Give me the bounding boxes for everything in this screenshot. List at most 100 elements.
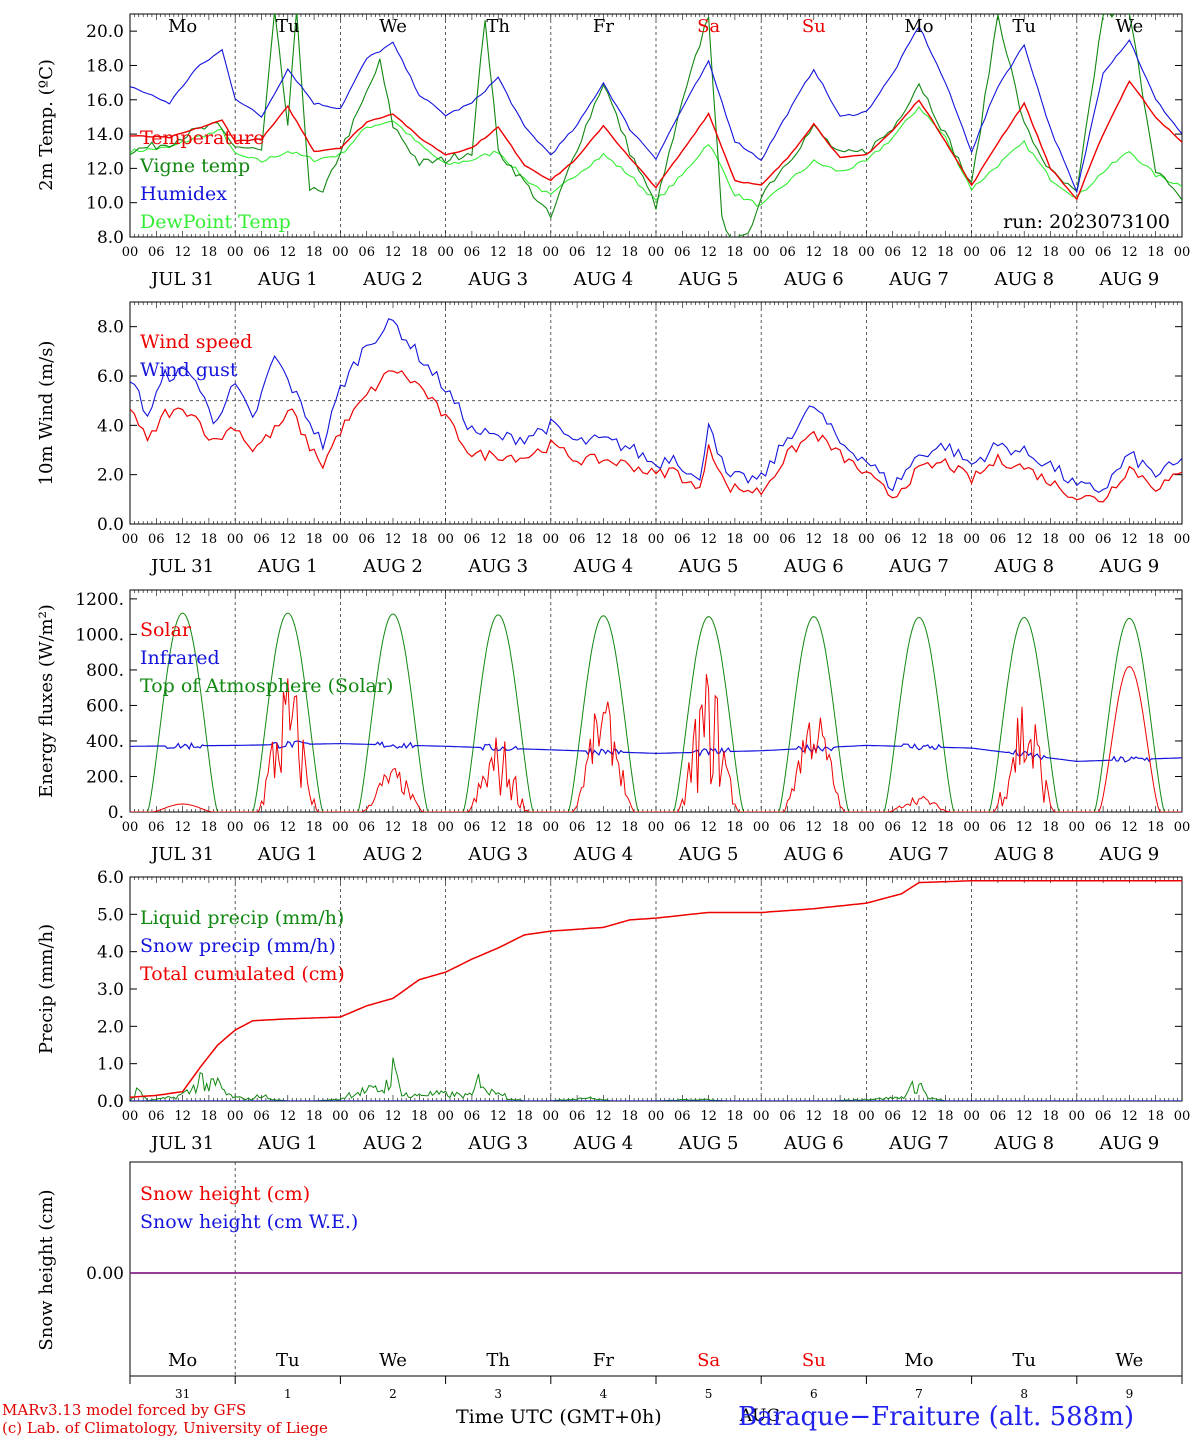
date-label: AUG 2 [362,556,423,577]
y-tick-label: 14.0 [86,125,124,145]
hour-tick-label: 12 [280,820,297,835]
hour-tick-label: 06 [464,245,481,260]
hour-tick-label: 18 [1147,245,1164,260]
hour-tick-label: 18 [201,1109,218,1124]
weekday-label: Mo [904,1350,933,1371]
hour-tick-label: 12 [595,820,612,835]
hour-tick-label: 00 [753,820,770,835]
hour-tick-label: 06 [1095,245,1112,260]
plot-area [130,612,1182,812]
hour-tick-label: 00 [437,1109,454,1124]
hour-tick-label: 18 [1042,820,1059,835]
hour-tick-label: 00 [122,820,139,835]
hour-tick-label: 00 [1069,245,1086,260]
hour-tick-label: 00 [858,820,875,835]
hour-tick-label: 06 [464,1109,481,1124]
series-temperature-line [130,80,1182,201]
y-tick-label: 800. [86,661,124,681]
hour-tick-label: 06 [779,532,796,547]
hour-tick-label: 06 [884,532,901,547]
weekday-label: Su [802,16,826,37]
legend-total-cumulated: Total cumulated (cm) [140,963,345,985]
hour-tick-label: 18 [1147,820,1164,835]
hour-tick-label: 18 [937,245,954,260]
date-label: JUL 31 [149,1133,214,1154]
weekday-label: Mo [168,16,197,37]
hour-tick-label: 06 [990,245,1007,260]
date-label: AUG 1 [257,269,318,290]
hour-tick-label: 00 [1069,532,1086,547]
hour-tick-label: 00 [648,245,665,260]
hour-tick-label: 18 [832,532,849,547]
hour-tick-label: 06 [884,245,901,260]
series-solar-line [130,665,1182,812]
weekday-label: We [1116,16,1144,37]
month-label: AUG [739,1406,780,1426]
x-axis-title: Time UTC (GMT+0h) [456,1406,662,1428]
date-label: AUG 5 [678,269,739,290]
hour-tick-label: 12 [280,532,297,547]
hour-tick-label: 12 [911,820,928,835]
y-tick-label: 0. [108,803,124,823]
hour-tick-label: 12 [490,532,507,547]
hour-tick-label: 00 [1174,820,1191,835]
y-tick-label: 4.0 [97,416,124,436]
hour-tick-label: 06 [569,1109,586,1124]
hour-tick-label: 06 [1095,1109,1112,1124]
hour-tick-label: 00 [1069,820,1086,835]
hour-tick-label: 18 [937,820,954,835]
series-dewpoint-line [130,105,1182,207]
hour-tick-label: 18 [306,820,323,835]
y-axis-label: Snow height (cm) [36,1189,57,1350]
y-tick-label: 2.0 [97,466,124,486]
hour-tick-label: 12 [1016,820,1033,835]
series-wind-speed-line [130,370,1182,503]
hour-tick-label: 00 [648,1109,665,1124]
hour-tick-label: 06 [148,1109,165,1124]
hour-tick-label: 06 [464,532,481,547]
date-label: AUG 2 [362,844,423,865]
hour-tick-label: 12 [490,1109,507,1124]
run-label: run: 2023073100 [1003,211,1170,233]
hour-tick-label: 18 [727,532,744,547]
date-label: AUG 7 [888,1133,949,1154]
hour-tick-label: 00 [753,532,770,547]
hour-tick-label: 00 [858,532,875,547]
hour-tick-label: 12 [911,1109,928,1124]
y-tick-label: 10.0 [86,194,124,214]
y-tick-label: 1200. [75,590,124,610]
hour-tick-label: 12 [595,532,612,547]
day-number-label: 8 [1020,1387,1028,1401]
hour-tick-label: 12 [595,1109,612,1124]
y-axis-label: Precip (mm/h) [36,924,57,1054]
hour-tick-label: 06 [779,1109,796,1124]
hour-tick-label: 18 [516,532,533,547]
date-label: AUG 2 [362,1133,423,1154]
hour-tick-label: 18 [201,245,218,260]
hour-tick-label: 00 [1174,245,1191,260]
hour-tick-label: 12 [490,820,507,835]
date-label: AUG 1 [257,556,318,577]
hour-tick-label: 00 [648,820,665,835]
y-tick-label: 1000. [75,625,124,645]
hour-tick-label: 18 [1042,532,1059,547]
hour-tick-label: 00 [122,532,139,547]
weekday-label: We [379,16,407,37]
hour-tick-label: 06 [253,820,270,835]
hour-tick-label: 00 [543,245,560,260]
legend-temperature: Temperature [140,127,264,149]
hour-tick-label: 00 [227,245,244,260]
chart-panel-5: 0.00 Snow height (cm) Snow height (cm) Snow… [36,1161,1183,1426]
date-label: AUG 8 [993,556,1054,577]
day-number-label: 5 [705,1387,713,1401]
hour-tick-label: 06 [779,820,796,835]
hour-tick-label: 12 [385,532,402,547]
hour-tick-label: 12 [1121,1109,1138,1124]
hour-tick-label: 12 [700,1109,717,1124]
series-toa-arc [252,612,324,812]
series-toa-arc [778,616,850,812]
hour-tick-label: 18 [937,1109,954,1124]
series-toa-arc [883,616,955,812]
hour-tick-label: 12 [595,245,612,260]
